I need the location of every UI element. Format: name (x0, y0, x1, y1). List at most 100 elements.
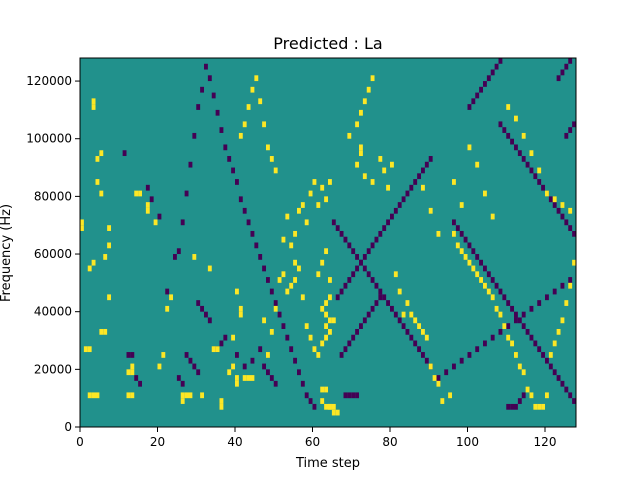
heatmap-cell-high (362, 173, 367, 180)
x-tick-label: 60 (305, 435, 320, 449)
heatmap-cell-high (455, 242, 460, 249)
heatmap-cell-high (498, 311, 503, 318)
heatmap-cell-low (285, 334, 290, 341)
heatmap-cell-low (273, 380, 278, 387)
heatmap-cell-high (227, 369, 232, 376)
heatmap-cell-low (455, 225, 460, 231)
heatmap-cell-low (498, 328, 503, 335)
heatmap-cell-high (328, 317, 332, 324)
heatmap-cell-low (560, 213, 565, 220)
heatmap-cell-low (362, 265, 367, 272)
heatmap-cell-high (502, 323, 507, 329)
heatmap-cell-low (494, 63, 499, 70)
heatmap-cell-high (452, 179, 456, 185)
heatmap-cell-high (95, 179, 100, 185)
x-tick-label: 40 (227, 435, 242, 449)
heatmap-cell-high (331, 403, 336, 410)
heatmap-cell-high (490, 213, 495, 220)
heatmap-cell-low (351, 392, 356, 399)
heatmap-cell-low (266, 277, 270, 283)
heatmap-cell-high (246, 375, 251, 381)
heatmap-cell-high (428, 207, 433, 214)
heatmap-cell-high (459, 248, 464, 255)
heatmap-cell-high (297, 207, 301, 214)
heatmap-cell-high (80, 225, 84, 231)
x-tick-label: 20 (150, 435, 165, 449)
heatmap-cell-low (370, 242, 375, 249)
heatmap-cell-low (196, 300, 201, 306)
heatmap-cell-high (316, 271, 321, 278)
heatmap-cell-low (262, 265, 267, 272)
heatmap-cell-high (537, 167, 542, 174)
heatmap-cell-low (266, 369, 270, 376)
heatmap-cell-low (355, 392, 360, 399)
heatmap-cell-low (331, 219, 336, 226)
heatmap-cell-high (107, 225, 112, 231)
heatmap-cell-high (324, 248, 329, 255)
heatmap-cell-high (91, 98, 96, 105)
heatmap-cell-high (521, 132, 526, 139)
heatmap-cell-high (130, 392, 135, 399)
heatmap-cell-low (335, 294, 340, 301)
heatmap-cell-low (254, 242, 259, 249)
heatmap-cell-high (83, 346, 88, 353)
heatmap-cell-high (130, 369, 135, 376)
heatmap-cell-low (467, 352, 472, 358)
heatmap-cell-low (250, 357, 255, 364)
heatmap-cell-low (378, 294, 383, 301)
heatmap-cell-low (173, 254, 177, 260)
heatmap-cell-low (459, 357, 464, 364)
y-tick-label: 20000 (34, 362, 72, 376)
heatmap-cell-low (413, 179, 418, 185)
heatmap-cell-high (324, 334, 329, 341)
heatmap-cell-high (362, 98, 367, 105)
heatmap-cell-low (219, 127, 224, 133)
heatmap-cell-high (331, 317, 336, 324)
heatmap-cell-high (300, 294, 305, 301)
heatmap-cell-high (289, 282, 294, 289)
heatmap-cell-high (355, 121, 360, 128)
heatmap-cell-low (204, 63, 208, 70)
heatmap-cell-low (514, 311, 518, 318)
heatmap-cell-high (269, 328, 274, 335)
heatmap-cell-low (552, 202, 557, 208)
heatmap-cell-high (421, 184, 425, 191)
heatmap-cell-high (281, 236, 286, 243)
heatmap-cell-low (219, 340, 224, 347)
heatmap-cell-low (568, 127, 573, 133)
heatmap-cell-low (126, 352, 131, 358)
heatmap-cell-high (324, 311, 329, 318)
heatmap-cell-high (80, 219, 84, 226)
heatmap-cell-high (320, 184, 325, 191)
heatmap-cell-low (424, 357, 429, 364)
heatmap-cell-low (537, 346, 542, 353)
heatmap-cell-low (568, 277, 573, 283)
heatmap-cell-low (556, 207, 561, 214)
heatmap-cell-low (401, 323, 406, 329)
heatmap-cell-low (572, 398, 577, 404)
heatmap-cell-low (459, 230, 464, 237)
heatmap-cell-low (506, 323, 511, 329)
heatmap-cell-low (180, 219, 185, 226)
heatmap-cell-low (564, 219, 569, 226)
heatmap-cell-high (331, 409, 336, 416)
heatmap-cell-low (207, 317, 212, 324)
heatmap-cell-high (250, 86, 255, 93)
heatmap-cell-low (359, 259, 363, 266)
heatmap-cell-high (99, 328, 104, 335)
heatmap-cell-high (273, 305, 278, 312)
heatmap-cell-high (448, 392, 453, 399)
heatmap-cell-low (138, 380, 143, 387)
heatmap-cell-low (180, 380, 185, 387)
heatmap-cell-low (467, 242, 472, 249)
heatmap-cell-high (254, 75, 259, 82)
heatmap-cell-low (366, 311, 371, 318)
heatmap-cell-high (91, 259, 96, 266)
heatmap-cell-low (529, 334, 534, 341)
heatmap-cell-low (510, 305, 515, 312)
heatmap-cell-low (196, 104, 201, 110)
heatmap-cell-high (390, 161, 394, 168)
y-tick-label: 120000 (26, 74, 72, 88)
heatmap-cell-high (359, 109, 363, 116)
heatmap-cell-low (130, 352, 135, 358)
